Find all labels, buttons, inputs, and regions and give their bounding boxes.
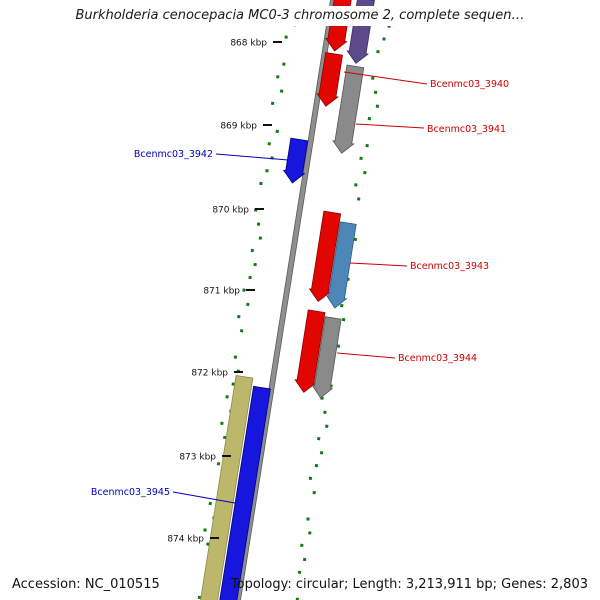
ruler-tick	[234, 371, 243, 373]
ruler-tick	[263, 124, 272, 126]
ruler-tick	[273, 41, 282, 43]
gene-label-bcenmc03-3944[interactable]: Bcenmc03_3944	[398, 353, 477, 364]
ruler-label: 874 kbp	[167, 535, 204, 545]
label-leader-line	[343, 71, 428, 85]
gene-label-bcenmc03-3940[interactable]: Bcenmc03_3940	[430, 79, 509, 90]
gene-arrow-bcenmc03-3942[interactable]	[282, 137, 310, 185]
gene-arrow-bcenmc03-3943[interactable]	[308, 210, 343, 303]
status-bar: Accession: NC_010515 Topology: circular;…	[0, 572, 600, 596]
gene-label-bcenmc03-3942[interactable]: Bcenmc03_3942	[134, 149, 213, 160]
label-leader-line	[355, 123, 425, 129]
gene-arrow-bcenmc03-3940-b[interactable]	[315, 52, 344, 108]
ruler-label: 873 kbp	[179, 453, 216, 463]
topology-text: Topology: circular; Length: 3,213,911 bp…	[230, 576, 588, 592]
ruler-label: 872 kbp	[191, 369, 228, 379]
label-leader-line	[336, 352, 396, 359]
ruler-label: 869 kbp	[220, 122, 257, 132]
sequence-title: Burkholderia cenocepacia MC0-3 chromosom…	[0, 6, 600, 26]
gene-labels: Bcenmc03_3940 Bcenmc03_3941 Bcenmc03_394…	[91, 71, 509, 504]
feature-arrow-khaki[interactable]	[198, 375, 254, 600]
gene-arrow-bcenmc03-3941[interactable]	[331, 64, 366, 155]
gene-label-bcenmc03-3943[interactable]: Bcenmc03_3943	[410, 261, 489, 272]
accession-text: Accession: NC_010515	[12, 576, 160, 592]
gene-arrow-bcenmc03-3945[interactable]	[216, 385, 271, 600]
ruler-label: 868 kbp	[230, 39, 267, 49]
feature-arrow-gray[interactable]	[311, 316, 343, 399]
ruler-tick	[255, 208, 264, 210]
gene-arrow-bcenmc03-3944[interactable]	[293, 309, 327, 394]
feature-arrow-steelblue[interactable]	[325, 221, 358, 310]
label-leader-line	[215, 153, 289, 161]
ruler-label: 871 kbp	[203, 287, 240, 297]
ruler-tick	[210, 537, 219, 539]
ruler: 868 kbp 869 kbp 870 kbp 871 kbp 872 kbp …	[167, 39, 282, 545]
ruler-label: 870 kbp	[212, 206, 249, 216]
ruler-tick	[246, 289, 255, 291]
label-leader-line	[349, 262, 408, 267]
ruler-tick	[222, 455, 231, 457]
gene-label-bcenmc03-3941[interactable]: Bcenmc03_3941	[427, 124, 506, 135]
gene-label-bcenmc03-3945[interactable]: Bcenmc03_3945	[91, 487, 170, 498]
label-leader-line	[172, 491, 236, 504]
